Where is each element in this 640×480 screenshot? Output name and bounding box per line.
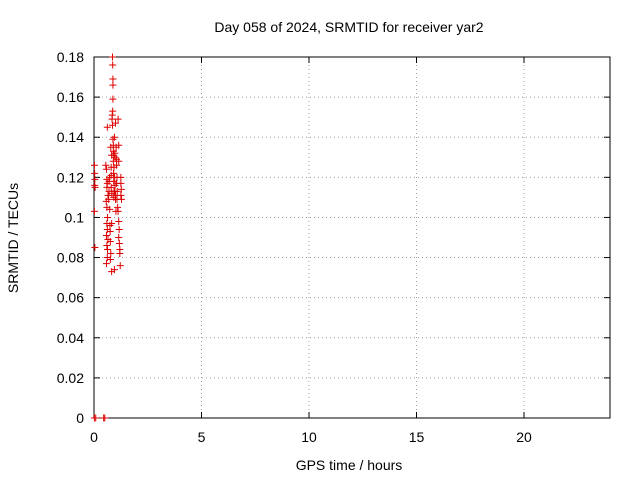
- y-tick-label: 0.04: [57, 330, 84, 346]
- data-point: [103, 123, 111, 131]
- data-point: [91, 244, 99, 252]
- plot-border: [93, 56, 611, 419]
- grid: [94, 57, 610, 418]
- data-point: [90, 207, 98, 215]
- data-point: [107, 250, 115, 258]
- data-point: [106, 205, 114, 213]
- data-point: [115, 234, 123, 241]
- data-point: [102, 231, 110, 239]
- data-point: [104, 213, 112, 221]
- y-tick-label: 0.08: [57, 250, 84, 266]
- y-tick-label: 0.18: [57, 49, 84, 65]
- x-tick-label: 20: [516, 429, 532, 445]
- chart-title: Day 058 of 2024, SRMTID for receiver yar…: [214, 19, 483, 35]
- y-tick-label: 0.06: [57, 290, 84, 306]
- data-point: [115, 240, 123, 248]
- data-point: [114, 207, 122, 215]
- data-point: [108, 53, 116, 61]
- x-axis-title: GPS time / hours: [296, 457, 403, 473]
- data-point: [110, 169, 118, 177]
- data-point: [102, 165, 110, 173]
- data-point: [91, 169, 99, 177]
- y-tick-label: 0: [76, 410, 84, 426]
- data-point: [104, 191, 112, 199]
- x-tick-label: 15: [409, 429, 425, 445]
- data-point: [105, 195, 113, 203]
- data-point: [106, 238, 114, 246]
- data-point: [104, 246, 112, 254]
- data-point: [109, 95, 117, 103]
- data-point: [91, 183, 99, 191]
- x-tick-label: 5: [198, 429, 206, 445]
- data-point: [117, 173, 125, 181]
- y-tick-label: 0.02: [57, 370, 84, 386]
- data-point: [115, 225, 123, 233]
- data-point: [110, 266, 118, 274]
- data-point: [117, 185, 125, 193]
- data-point: [108, 219, 116, 227]
- data-point: [91, 175, 99, 183]
- data-point: [109, 75, 117, 83]
- data-point: [106, 227, 114, 235]
- data-point: [109, 107, 117, 115]
- data-point: [116, 250, 124, 258]
- data-point: [103, 242, 111, 250]
- y-tick-label: 0.14: [57, 129, 84, 145]
- data-points: [90, 53, 126, 422]
- data-point: [115, 157, 123, 165]
- data-point: [112, 119, 119, 127]
- data-point: [115, 141, 123, 149]
- data-point: [118, 195, 126, 203]
- data-point: [102, 260, 110, 268]
- data-point: [106, 256, 114, 264]
- data-point: [117, 179, 125, 187]
- x-tick-label: 10: [301, 429, 317, 445]
- data-point: [92, 414, 100, 422]
- tick-labels: 0 0.02 0.04 0.06 0.08 0.1 0.12 0.14 0.16 0.18 0 5 10…: [57, 49, 532, 445]
- data-point: [109, 61, 117, 69]
- data-point: [109, 81, 117, 89]
- x-tick-label: 0: [90, 429, 98, 445]
- data-point: [113, 187, 121, 195]
- data-point: [110, 133, 118, 141]
- y-tick-label: 0.16: [57, 89, 84, 105]
- y-axis-title: SRMTID / TECUs: [5, 183, 21, 293]
- data-point: [102, 161, 110, 169]
- data-point: [90, 161, 98, 169]
- data-point: [113, 161, 121, 169]
- data-point: [116, 262, 124, 270]
- y-tick-label: 0.1: [65, 209, 85, 225]
- y-tick-label: 0.12: [57, 169, 84, 185]
- data-point: [107, 183, 115, 191]
- data-point: [114, 115, 122, 123]
- data-point: [101, 414, 109, 422]
- data-point: [117, 191, 125, 199]
- data-point: [115, 217, 123, 225]
